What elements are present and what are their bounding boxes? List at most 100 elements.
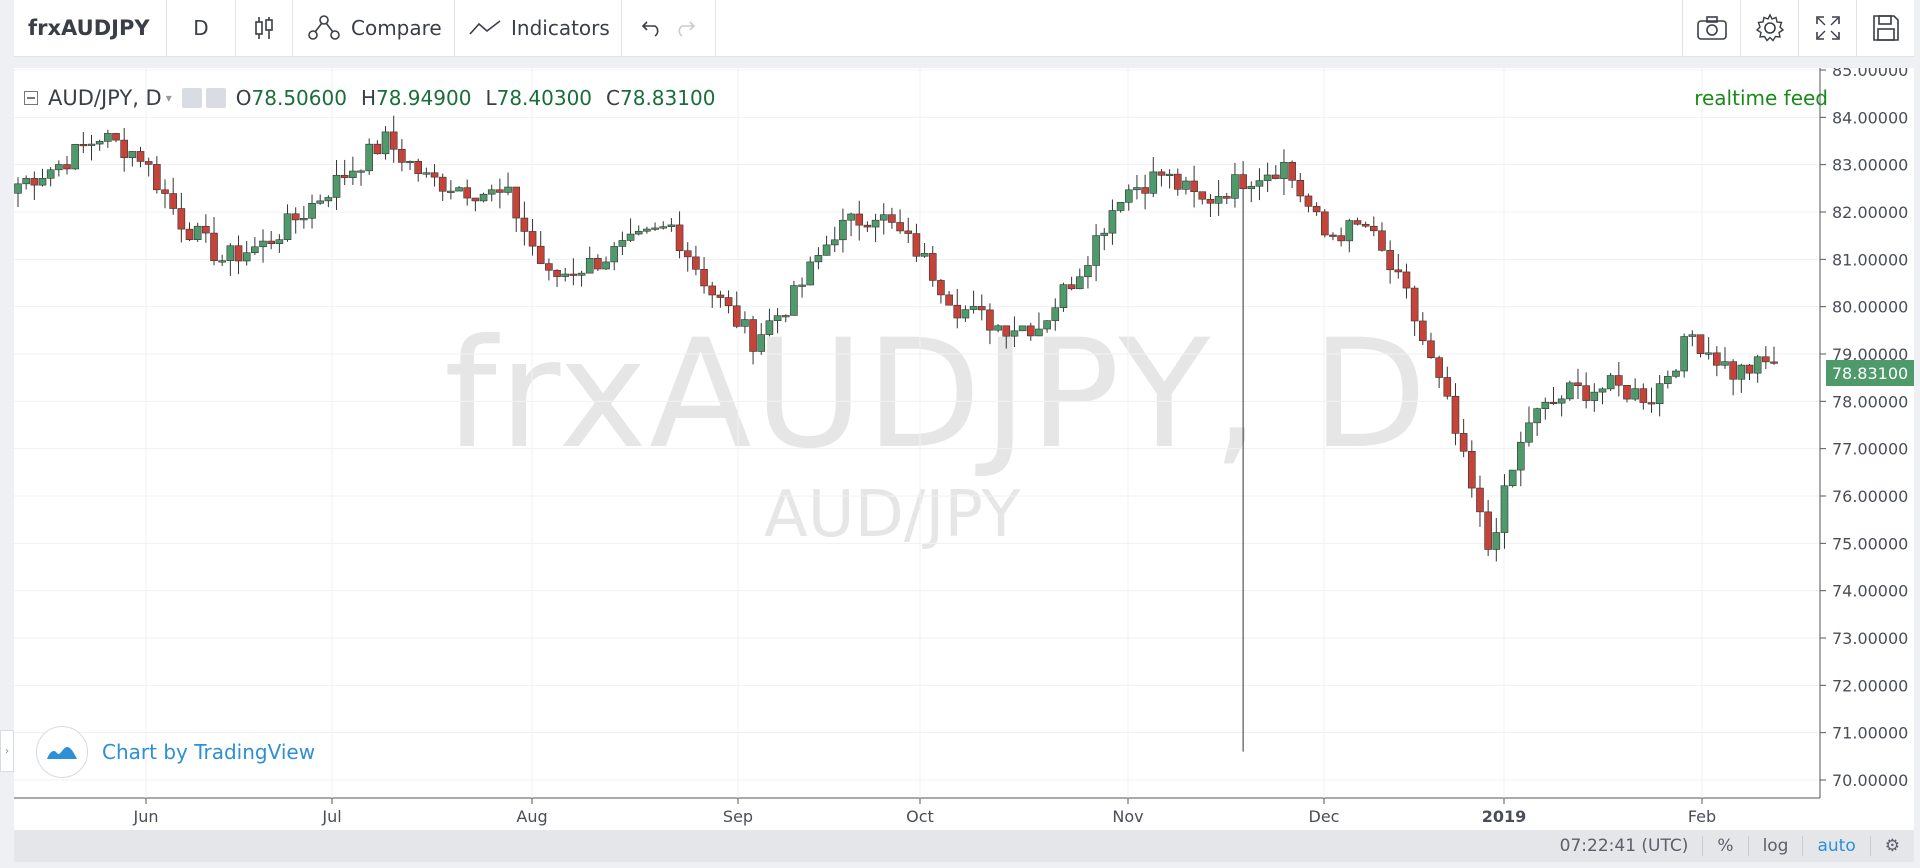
candle-body: [1092, 235, 1100, 266]
undo-redo-group: [622, 0, 716, 56]
candle-body: [1541, 401, 1550, 409]
candle-body: [749, 319, 757, 352]
open-value: 78.50600: [251, 86, 347, 110]
candle-body: [1288, 161, 1296, 181]
candle-body: [504, 186, 512, 193]
candle-body: [79, 144, 88, 147]
y-tick-label: 71.00000: [1832, 724, 1908, 743]
redo-icon[interactable]: [674, 18, 696, 38]
eye-icon[interactable]: [181, 88, 202, 108]
y-tick-label: 73.00000: [1832, 629, 1908, 648]
candle-body: [316, 200, 324, 204]
chevron-down-icon[interactable]: ▾: [165, 91, 172, 105]
candle-body: [732, 305, 741, 327]
candle-body: [1051, 307, 1060, 321]
candle-body: [414, 160, 423, 174]
settings-button[interactable]: [1740, 0, 1798, 56]
candle-body: [1598, 388, 1607, 393]
candle-body: [357, 170, 365, 173]
candle-body: [536, 245, 545, 264]
percent-scale-toggle[interactable]: %: [1702, 836, 1747, 856]
candle-body: [716, 294, 725, 298]
candle-body: [1606, 375, 1615, 390]
auto-scale-toggle[interactable]: auto: [1802, 836, 1869, 856]
x-tick-label: Oct: [906, 807, 934, 826]
candle-body: [577, 272, 586, 276]
interval-button[interactable]: D: [167, 0, 236, 56]
top-toolbar: frxAUDJPY D Compare Indicators: [14, 0, 1914, 57]
y-tick-label: 85.00000: [1832, 68, 1908, 80]
candle-body: [1214, 196, 1223, 204]
open-label: O: [235, 86, 252, 110]
candle-body: [1026, 325, 1035, 337]
candle-body: [1100, 232, 1109, 236]
chart-settings-button[interactable]: ⚙: [1869, 836, 1914, 856]
fullscreen-button[interactable]: [1798, 0, 1856, 56]
candle-body: [1231, 174, 1239, 199]
candle-body: [275, 239, 284, 244]
candle-body: [1443, 377, 1452, 397]
chart-type-button[interactable]: [236, 0, 293, 56]
candle-body: [1149, 171, 1158, 194]
candle-body: [218, 260, 226, 263]
chart-pane[interactable]: frxAUDJPY, D AUD/JPY 85.00000 84.00000 83.…: [14, 68, 1914, 830]
candle-body: [120, 139, 128, 158]
gear-icon: ⚙: [1884, 836, 1900, 856]
camera-icon: [1696, 15, 1728, 41]
candle-body: [1459, 433, 1468, 452]
candle-body: [888, 214, 896, 223]
y-tick-label: 74.00000: [1832, 582, 1908, 601]
indicators-button[interactable]: Indicators: [455, 0, 622, 56]
candle-body: [953, 304, 962, 319]
candle-body: [1574, 382, 1582, 386]
y-tick-label: 75.00000: [1832, 534, 1908, 553]
candle-body: [1361, 223, 1370, 227]
save-button[interactable]: [1856, 0, 1914, 56]
x-tick-label: 2019: [1482, 807, 1527, 826]
screenshot-button[interactable]: [1682, 0, 1740, 56]
candle-body: [1647, 402, 1656, 405]
log-scale-toggle[interactable]: log: [1747, 836, 1803, 856]
candle-body: [210, 232, 218, 262]
clock-label: 07:22:41 (UTC): [1559, 836, 1689, 856]
undo-icon[interactable]: [641, 18, 663, 38]
candle-body: [234, 245, 243, 262]
candle-body: [471, 197, 480, 202]
candle-body: [961, 309, 970, 319]
candle-body: [1664, 376, 1672, 384]
candle-body: [1141, 187, 1149, 194]
collapse-legend-icon[interactable]: [24, 91, 38, 105]
candle-body: [1615, 375, 1623, 386]
left-panel-toggle[interactable]: ›: [0, 730, 14, 772]
candle-body: [683, 250, 692, 258]
candle-body: [185, 228, 194, 240]
compare-button[interactable]: Compare: [293, 0, 455, 56]
candle-body: [977, 306, 986, 311]
candle-body: [202, 225, 210, 234]
y-tick-label: 84.00000: [1832, 108, 1908, 127]
y-tick-label: 82.00000: [1832, 203, 1908, 222]
candle-body: [708, 285, 717, 296]
candlestick-chart[interactable]: 85.00000 84.00000 83.00000 82.00000 81.00000…: [14, 68, 1914, 830]
candle-body: [1623, 384, 1631, 400]
candle-body: [1427, 340, 1435, 359]
candle-body: [1378, 230, 1386, 251]
candle-body: [1320, 211, 1329, 236]
legend-gear-icon[interactable]: [205, 88, 226, 108]
candle-body: [308, 203, 316, 219]
candle-body: [1484, 511, 1492, 550]
y-tick-label: 79.00000: [1832, 345, 1908, 364]
candle-body: [675, 224, 684, 252]
candle-body: [1468, 450, 1476, 489]
candle-body: [847, 213, 855, 221]
symbol-search-button[interactable]: frxAUDJPY: [14, 0, 167, 56]
tradingview-branding[interactable]: Chart by TradingView: [36, 726, 315, 778]
candle-body: [1533, 408, 1541, 424]
gear-icon: [1755, 13, 1785, 43]
candle-body: [161, 189, 169, 194]
compare-label: Compare: [351, 16, 442, 40]
candle-body: [585, 258, 594, 274]
candle-body: [1745, 364, 1754, 374]
candle-body: [1549, 401, 1558, 405]
last-price-label: 78.83100: [1826, 360, 1914, 386]
